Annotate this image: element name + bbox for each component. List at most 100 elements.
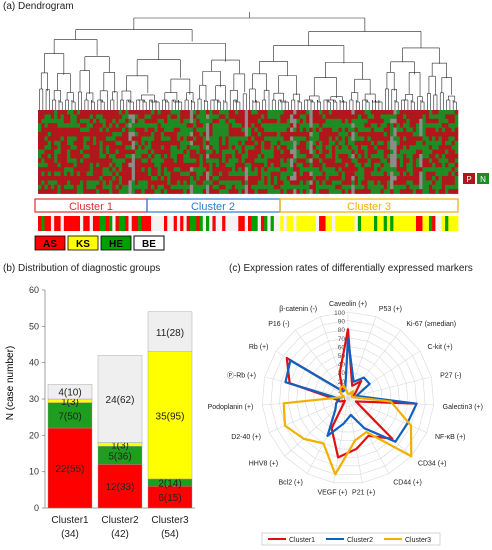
heatmap-cell	[89, 154, 94, 159]
heatmap-cell	[206, 132, 210, 137]
heatmap-cell	[454, 127, 459, 133]
heatmap-cell	[50, 149, 55, 155]
heatmap-cell	[212, 158, 216, 164]
heatmap-cell	[325, 132, 330, 137]
heatmap-cell	[70, 171, 74, 177]
heatmap-cell	[131, 140, 136, 146]
heatmap-cell	[125, 145, 129, 150]
radar-axis-label: Bcl2 (+)	[278, 480, 302, 487]
heatmap-cell	[448, 110, 452, 115]
heatmap-cell	[241, 132, 246, 137]
heatmap-cell	[403, 132, 407, 137]
diagnosis-cell	[83, 216, 87, 231]
heatmap-cell	[380, 136, 384, 142]
heatmap-cell	[248, 180, 252, 186]
heatmap-cell	[138, 110, 142, 115]
heatmap-cell	[283, 180, 288, 186]
heatmap-cell	[277, 110, 281, 115]
heatmap-cell	[370, 158, 375, 164]
heatmap-cell	[73, 118, 78, 124]
heatmap-cell	[409, 118, 414, 124]
heatmap-cell	[277, 162, 281, 168]
heatmap-cell	[170, 149, 174, 155]
heatmap-cell	[328, 149, 333, 155]
heatmap-cell	[57, 123, 61, 128]
heatmap-cell	[338, 136, 342, 142]
heatmap-cell	[70, 180, 74, 186]
heatmap-cell	[167, 176, 171, 181]
heatmap-cell	[63, 136, 68, 142]
heatmap-cell	[105, 149, 110, 155]
heatmap-cell	[315, 180, 320, 186]
heatmap-cell	[89, 176, 94, 181]
heatmap-cell	[267, 136, 271, 142]
heatmap-cell	[396, 127, 401, 133]
heatmap-cell	[425, 149, 430, 155]
heatmap-cell	[92, 149, 97, 155]
heatmap-cell	[335, 149, 339, 155]
heatmap-cell	[170, 118, 174, 124]
heatmap-cell	[60, 123, 65, 128]
heatmap-cell	[105, 114, 110, 120]
heatmap-cell	[454, 184, 459, 190]
heatmap-cell	[286, 123, 291, 128]
heatmap-cell	[451, 189, 456, 194]
heatmap-cell	[212, 167, 216, 172]
heatmap-cell	[273, 123, 278, 128]
heatmap-cell	[357, 132, 362, 137]
heatmap-cell	[54, 184, 58, 190]
heatmap-cell	[76, 176, 81, 181]
heatmap-cell	[361, 149, 365, 155]
heatmap-cell	[76, 171, 81, 177]
heatmap-cell	[319, 140, 323, 146]
heatmap-cell	[260, 114, 265, 120]
heatmap-cell	[357, 180, 362, 186]
heatmap-cell	[70, 132, 74, 137]
heatmap-cell	[319, 158, 323, 164]
diagnosis-cell	[131, 216, 136, 231]
heatmap-cell	[448, 114, 452, 120]
heatmap-cell	[196, 123, 200, 128]
heatmap-cell	[309, 114, 313, 120]
heatmap-cell	[377, 184, 381, 190]
heatmap-cell	[374, 162, 378, 168]
heatmap-cell	[128, 162, 132, 168]
heatmap-cell	[416, 189, 420, 194]
heatmap-cell	[141, 132, 145, 137]
heatmap-cell	[306, 180, 310, 186]
heatmap-cell	[138, 132, 142, 137]
heatmap-cell	[273, 162, 278, 168]
heatmap-cell	[383, 184, 388, 190]
heatmap-cell	[393, 127, 397, 133]
heatmap-cell	[264, 110, 268, 115]
heatmap-cell	[270, 189, 275, 194]
heatmap-cell	[125, 114, 129, 120]
heatmap-cell	[183, 149, 187, 155]
heatmap-cell	[328, 162, 333, 168]
diagnosis-cell	[296, 216, 300, 231]
heatmap-cell	[351, 127, 355, 133]
heatmap-cell	[432, 127, 436, 133]
heatmap-cell	[377, 132, 381, 137]
heatmap-cell	[367, 176, 372, 181]
heatmap-cell	[102, 140, 107, 146]
diagnosis-cell	[286, 216, 291, 231]
heatmap-cell	[332, 167, 336, 172]
heatmap-cell	[109, 114, 113, 120]
heatmap-cell	[361, 136, 365, 142]
heatmap-cell	[315, 158, 320, 164]
heatmap-cell	[241, 162, 246, 168]
heatmap-cell	[38, 132, 42, 137]
heatmap-cell	[270, 145, 275, 150]
heatmap-cell	[338, 140, 342, 146]
heatmap-cell	[164, 136, 168, 142]
heatmap-cell	[157, 114, 162, 120]
heatmap-cell	[315, 145, 320, 150]
heatmap-cell	[47, 154, 52, 159]
heatmap-cell	[393, 158, 397, 164]
heatmap-cell	[296, 154, 300, 159]
heatmap-cell	[438, 114, 443, 120]
heatmap-cell	[180, 158, 184, 164]
heatmap-cell	[128, 167, 132, 172]
heatmap-cell	[44, 167, 48, 172]
